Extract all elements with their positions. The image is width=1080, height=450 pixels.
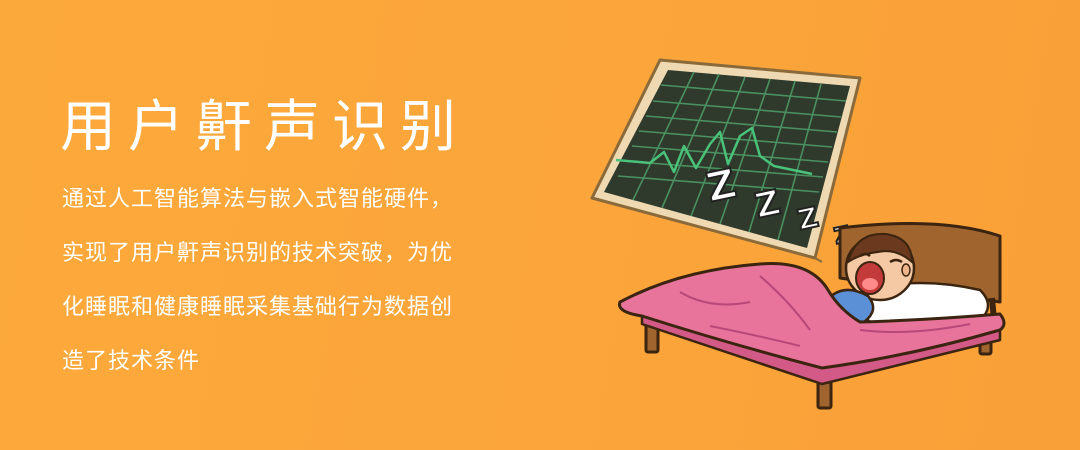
- blanket-folds: [679, 275, 971, 347]
- sleeping-person-illustration: Z Z Z Z: [590, 58, 1006, 410]
- banner-description: 通过人工智能算法与嵌入式智能硬件， 实现了用户鼾声识别的技术突破，为优 化睡眠和…: [62, 180, 562, 396]
- monitor-grid: [617, 71, 847, 241]
- description-line: 通过人工智能算法与嵌入式智能硬件，: [62, 187, 454, 212]
- sleeping-person-head: [844, 232, 916, 302]
- blanket: [617, 262, 1006, 370]
- sleep-monitor-icon: [590, 58, 862, 263]
- description-line: 造了技术条件: [62, 349, 201, 374]
- snore-waveform: [615, 126, 813, 176]
- description-line: 实现了用户鼾声识别的技术突破，为优: [62, 241, 454, 266]
- banner-title: 用户鼾声识别: [60, 94, 468, 160]
- description-line: 化睡眠和健康睡眠采集基础行为数据创: [62, 295, 454, 320]
